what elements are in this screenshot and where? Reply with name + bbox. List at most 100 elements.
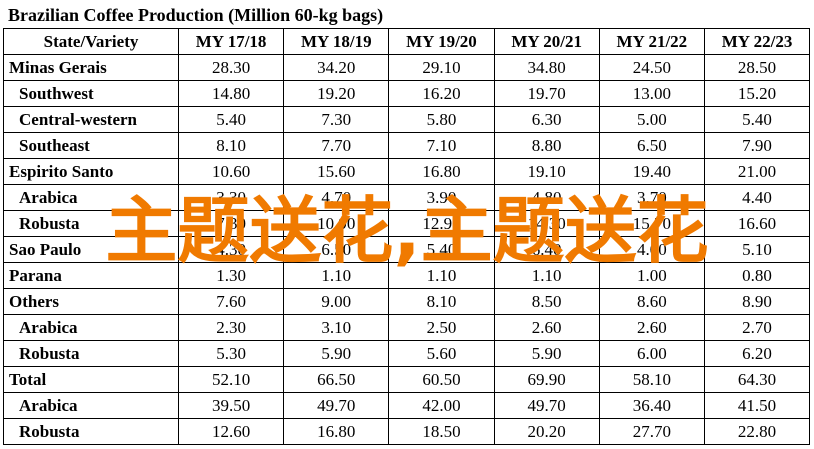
table-row: Central-western 5.40 7.30 5.80 6.30 5.00 5.40 — [3, 106, 811, 133]
table-cell: 69.90 — [493, 366, 600, 393]
table-cell: 7.10 — [388, 132, 495, 159]
table-cell: 16.20 — [388, 80, 495, 107]
table-cell: 42.00 — [388, 392, 495, 419]
table-cell: 39.50 — [177, 392, 285, 419]
table-header-row: State/Variety MY 17/18 MY 18/19 MY 19/20… — [3, 28, 811, 55]
table-row: Robusta 12.60 16.80 18.50 20.20 27.70 22.80 — [3, 418, 811, 445]
table-cell: 49.70 — [493, 392, 600, 419]
table-cell: 16.80 — [283, 418, 390, 445]
table-row: Southwest 14.80 19.20 16.20 19.70 13.00 15.20 — [3, 80, 811, 107]
row-label: Arabica — [3, 184, 179, 211]
table-cell: 12.90 — [388, 210, 495, 237]
table-cell: 19.40 — [598, 158, 705, 185]
table-row: Sao Paulo 4.30 6.50 5.40 6.40 4.00 5.10 — [3, 236, 811, 263]
table-cell: 5.10 — [703, 236, 811, 263]
row-label: Minas Gerais — [3, 54, 179, 81]
table-cell: 19.20 — [283, 80, 390, 107]
table-cell: 10.90 — [283, 210, 390, 237]
table-cell: 7.30 — [177, 210, 285, 237]
table-cell: 4.30 — [177, 236, 285, 263]
table-cell: 18.50 — [388, 418, 495, 445]
row-label: Others — [3, 288, 179, 315]
table-row: Minas Gerais 28.30 34.20 29.10 34.80 24.50 28.… — [3, 54, 811, 81]
table-cell: 24.50 — [598, 54, 705, 81]
table-cell: 8.50 — [493, 288, 600, 315]
row-label: Parana — [3, 262, 179, 289]
row-label: Southeast — [3, 132, 179, 159]
table-cell: 22.80 — [703, 418, 811, 445]
table-cell: 36.40 — [598, 392, 705, 419]
table-cell: 7.60 — [177, 288, 285, 315]
table-cell: 3.70 — [598, 184, 705, 211]
table-cell: 3.10 — [283, 314, 390, 341]
table-cell: 2.70 — [703, 314, 811, 341]
table-cell: 5.80 — [388, 106, 495, 133]
table-cell: 27.70 — [598, 418, 705, 445]
table-cell: 1.10 — [493, 262, 600, 289]
table-cell: 66.50 — [283, 366, 390, 393]
row-label: Total — [3, 366, 179, 393]
table-cell: 5.00 — [598, 106, 705, 133]
table-cell: 8.60 — [598, 288, 705, 315]
table-cell: 6.50 — [283, 236, 390, 263]
table-body: Minas Gerais 28.30 34.20 29.10 34.80 24.50 28.… — [3, 54, 811, 445]
table-row: Total 52.10 66.50 60.50 69.90 58.10 64.30 — [3, 366, 811, 393]
table-row: Parana 1.30 1.10 1.10 1.10 1.00 0.80 — [3, 262, 811, 289]
column-header-my-21-22: MY 21/22 — [598, 28, 705, 55]
table-cell: 64.30 — [703, 366, 811, 393]
table-cell: 5.30 — [177, 340, 285, 367]
table-row: Southeast 8.10 7.70 7.10 8.80 6.50 7.90 — [3, 132, 811, 159]
column-header-my-17-18: MY 17/18 — [177, 28, 285, 55]
table-cell: 8.90 — [703, 288, 811, 315]
row-label: Robusta — [3, 340, 179, 367]
column-header-my-18-19: MY 18/19 — [283, 28, 390, 55]
column-header-my-19-20: MY 19/20 — [388, 28, 495, 55]
table-cell: 13.00 — [598, 80, 705, 107]
row-label: Arabica — [3, 314, 179, 341]
table-cell: 34.80 — [493, 54, 600, 81]
table-cell: 2.60 — [598, 314, 705, 341]
table-cell: 5.60 — [388, 340, 495, 367]
table-cell: 21.00 — [703, 158, 811, 185]
table-cell: 1.30 — [177, 262, 285, 289]
page-title: Brazilian Coffee Production (Million 60-… — [8, 5, 384, 25]
table-cell: 15.70 — [598, 210, 705, 237]
table-cell: 58.10 — [598, 366, 705, 393]
table-cell: 28.30 — [177, 54, 285, 81]
table-cell: 12.60 — [177, 418, 285, 445]
table-cell: 3.90 — [388, 184, 495, 211]
production-table: State/Variety MY 17/18 MY 18/19 MY 19/20… — [3, 28, 811, 445]
table-cell: 2.50 — [388, 314, 495, 341]
table-cell: 2.60 — [493, 314, 600, 341]
table-cell: 10.60 — [177, 158, 285, 185]
table-cell: 41.50 — [703, 392, 811, 419]
table-cell: 9.00 — [283, 288, 390, 315]
table-cell: 14.30 — [493, 210, 600, 237]
table-cell: 6.40 — [493, 236, 600, 263]
table-row: Arabica 2.30 3.10 2.50 2.60 2.60 2.70 — [3, 314, 811, 341]
table-cell: 1.10 — [388, 262, 495, 289]
table-row: Arabica 39.50 49.70 42.00 49.70 36.40 41.50 — [3, 392, 811, 419]
table-cell: 8.10 — [177, 132, 285, 159]
table-cell: 7.70 — [283, 132, 390, 159]
table-cell: 6.50 — [598, 132, 705, 159]
table-cell: 19.10 — [493, 158, 600, 185]
table-cell: 5.40 — [703, 106, 811, 133]
table-cell: 5.90 — [283, 340, 390, 367]
table-cell: 34.20 — [283, 54, 390, 81]
column-header-my-20-21: MY 20/21 — [493, 28, 600, 55]
table-cell: 1.10 — [283, 262, 390, 289]
table-cell: 5.40 — [388, 236, 495, 263]
table-cell: 19.70 — [493, 80, 600, 107]
table-cell: 16.60 — [703, 210, 811, 237]
table-cell: 2.30 — [177, 314, 285, 341]
table-cell: 14.80 — [177, 80, 285, 107]
table-cell: 52.10 — [177, 366, 285, 393]
table-cell: 4.80 — [493, 184, 600, 211]
table-cell: 4.40 — [703, 184, 811, 211]
column-header-my-22-23: MY 22/23 — [703, 28, 811, 55]
column-header-state-variety: State/Variety — [3, 28, 179, 55]
row-label: Robusta — [3, 210, 179, 237]
table-cell: 7.30 — [283, 106, 390, 133]
row-label: Sao Paulo — [3, 236, 179, 263]
